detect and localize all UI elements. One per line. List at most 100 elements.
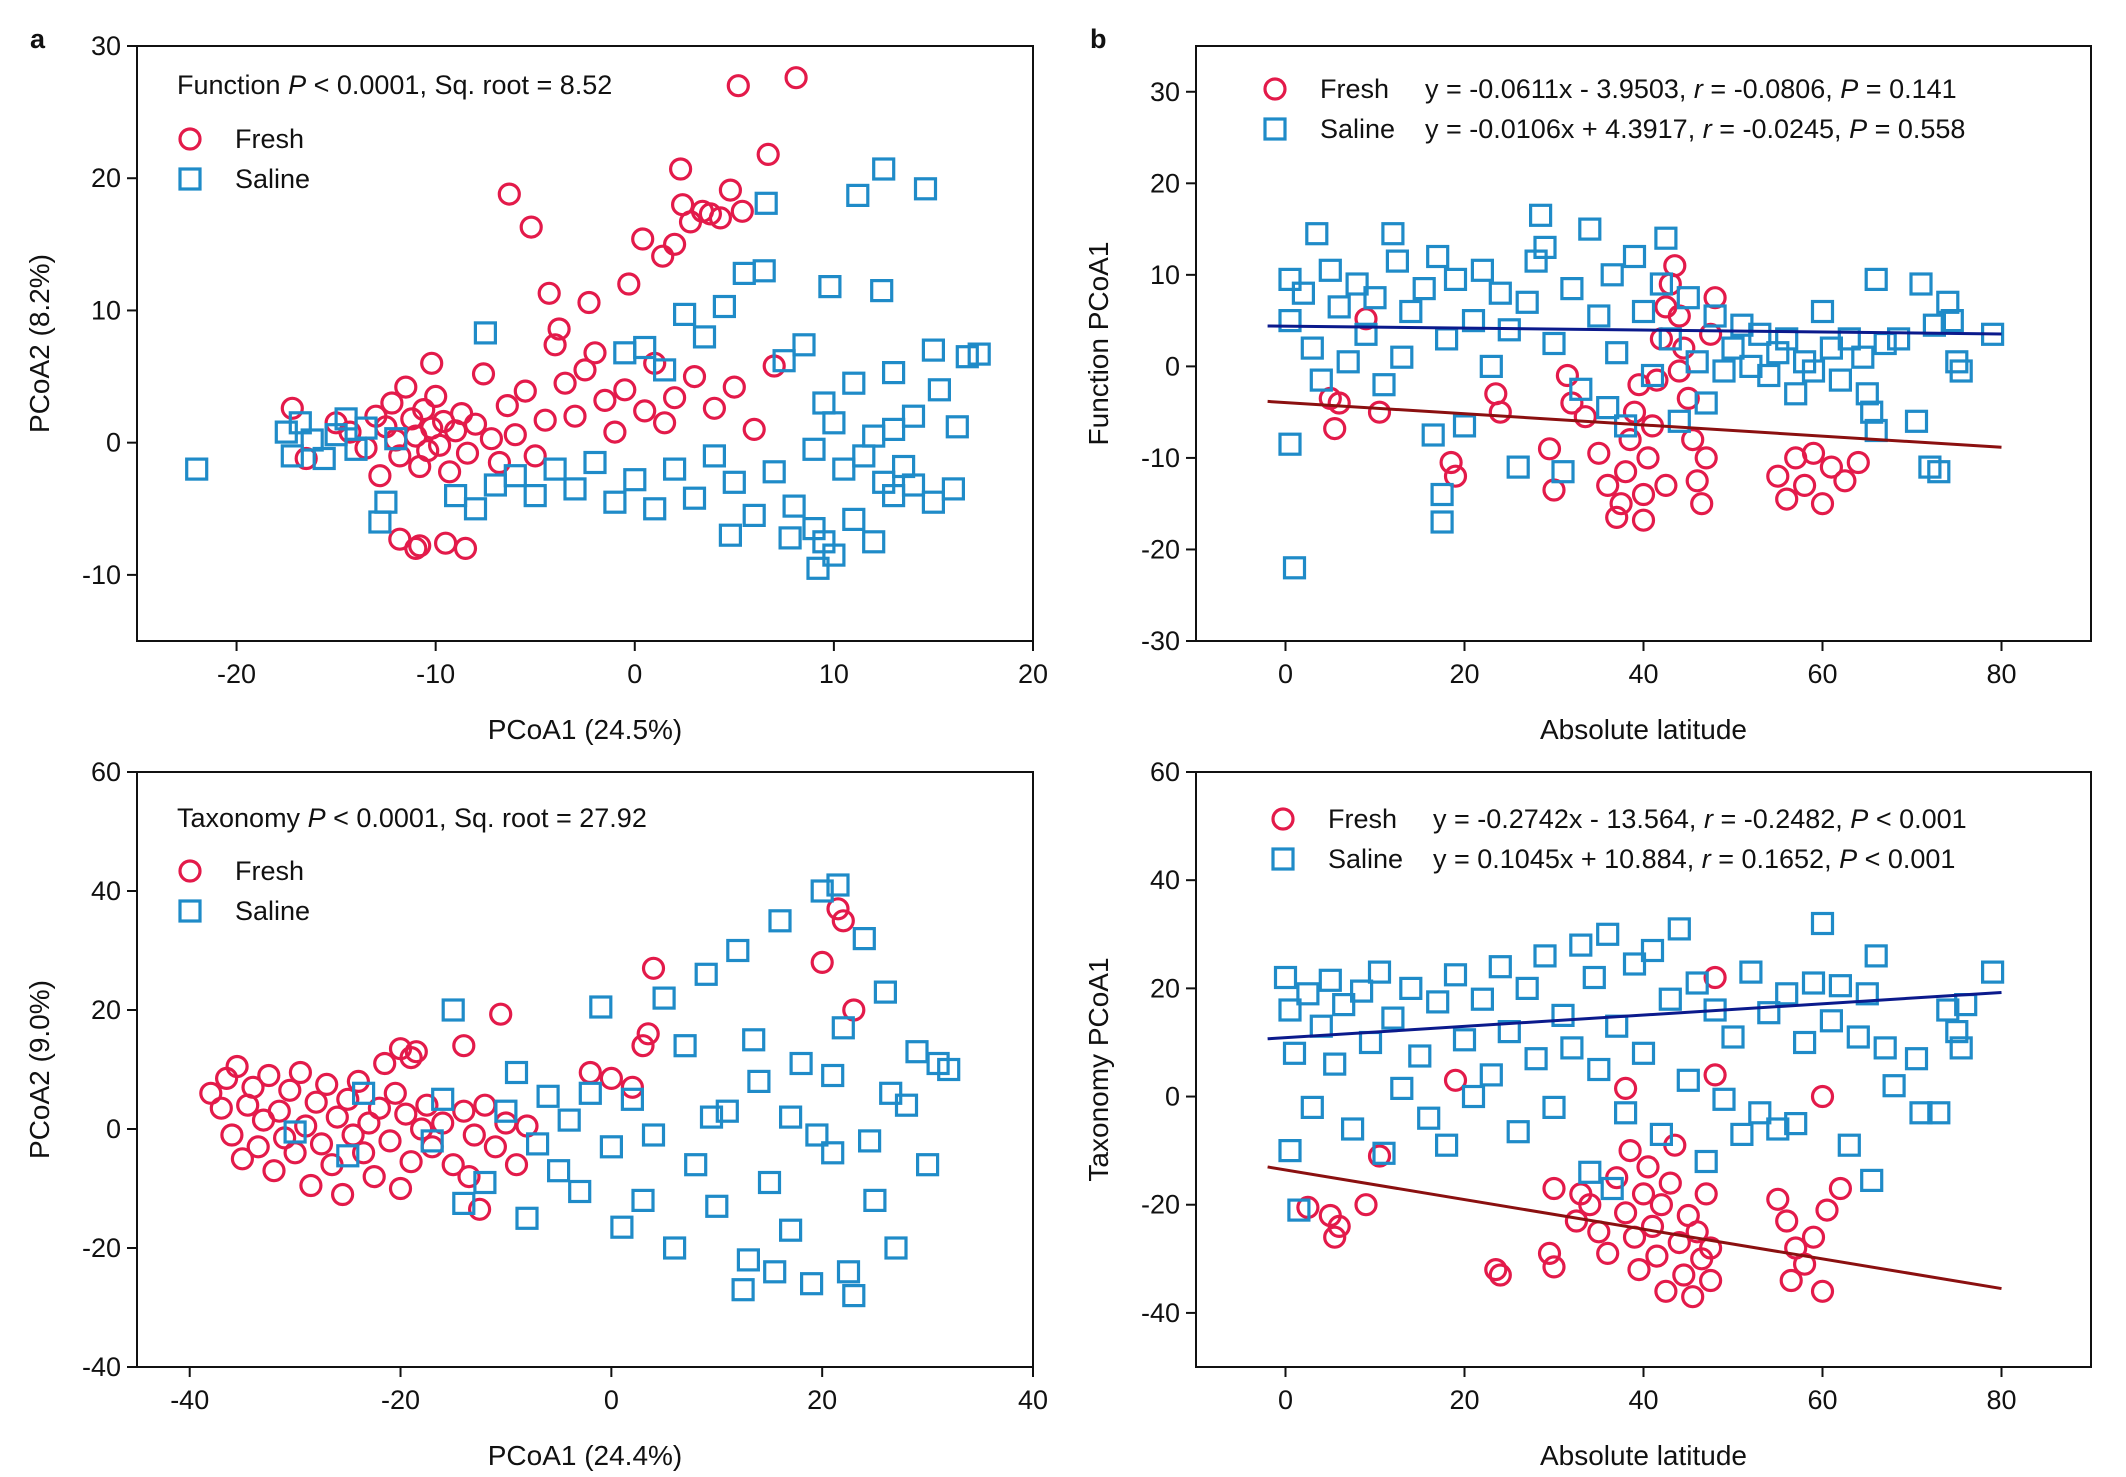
saline-point	[1367, 960, 1392, 984]
fresh-point	[1613, 1076, 1638, 1101]
fresh-point	[537, 281, 561, 305]
fresh-point	[262, 1159, 286, 1183]
fresh-point	[662, 232, 687, 256]
saline-point	[1412, 277, 1436, 301]
saline-point	[1291, 281, 1316, 305]
fresh-point	[428, 433, 452, 457]
saline-point	[1631, 299, 1656, 324]
fresh-point	[388, 1176, 413, 1201]
fresh-point	[1537, 1241, 1562, 1266]
saline-point	[699, 1105, 724, 1129]
saline-point	[1882, 1074, 1906, 1098]
fit-r-symbol: r	[1704, 804, 1714, 834]
saline-point	[1305, 222, 1329, 246]
fresh-point	[1587, 441, 1611, 465]
fresh-point	[1631, 1182, 1656, 1206]
saline-point	[718, 523, 743, 547]
saline-point	[515, 1206, 539, 1230]
fresh-point	[1443, 1068, 1468, 1092]
series-fresh	[280, 66, 808, 561]
fresh-point	[257, 1063, 281, 1088]
fresh-point	[220, 1123, 244, 1147]
saline-point	[862, 530, 886, 554]
y-tick-label: -10	[82, 560, 121, 590]
saline-point	[523, 484, 547, 508]
x-tick-label: 0	[604, 1385, 619, 1415]
panel-letter: b	[1090, 24, 1107, 54]
fresh-point	[636, 1022, 660, 1046]
data-points	[199, 873, 961, 1308]
fresh-point	[487, 450, 511, 475]
saline-point	[1801, 359, 1826, 383]
saline-point	[1421, 423, 1445, 447]
fresh-point	[573, 358, 597, 382]
saline-point	[473, 1170, 497, 1195]
fresh-point	[246, 1135, 270, 1159]
saline-point	[872, 470, 896, 494]
chart-tax-pcoa: -40 -20 0 20 40 -40 -20 0 20 40 60 PCoA1 (24.4%) PCo…	[24, 757, 1048, 1471]
saline-point	[802, 437, 826, 461]
fresh-point	[267, 1099, 291, 1123]
y-tick-label: 40	[1150, 865, 1180, 895]
fresh-point	[1685, 1220, 1709, 1244]
saline-point	[842, 1283, 866, 1308]
saline-point	[504, 1060, 529, 1085]
saline-point	[1775, 327, 1799, 351]
fit-p-value: < 0.001	[1857, 844, 1955, 874]
saline-point	[1278, 432, 1302, 456]
saline-point	[1605, 1014, 1629, 1038]
saline-point	[1712, 1087, 1736, 1111]
x-tick-label: -40	[170, 1385, 209, 1415]
saline-point	[1479, 1063, 1503, 1087]
saline-point	[879, 1081, 903, 1105]
saline-point	[826, 873, 850, 897]
y-tick-label: 20	[91, 995, 121, 1025]
plot-frame	[136, 45, 1034, 642]
saline-point	[805, 1123, 829, 1147]
saline-point	[1560, 277, 1584, 301]
saline-point	[1649, 272, 1674, 296]
fit-p-value: = 0.141	[1858, 74, 1956, 104]
fresh-point	[450, 402, 474, 426]
saline-point	[1860, 1168, 1884, 1193]
saline-point	[822, 411, 846, 435]
saline-point	[610, 1215, 634, 1239]
saline-point	[915, 1153, 940, 1177]
x-tick-label: 40	[1018, 1385, 1048, 1415]
fresh-point	[1698, 322, 1723, 346]
stat-suffix: < 0.0001, Sq. root = 8.52	[314, 70, 613, 100]
y-tick-label: -10	[1141, 443, 1180, 473]
fresh-point	[1542, 1176, 1566, 1201]
fresh-point	[504, 1153, 529, 1177]
x-tick-label: -10	[416, 659, 455, 689]
fresh-point	[810, 950, 834, 975]
fresh-point	[1327, 1214, 1351, 1239]
fresh-point	[388, 1037, 413, 1061]
y-tick-label: 30	[1150, 77, 1180, 107]
saline-point	[1757, 1001, 1781, 1025]
saline-point	[1837, 327, 1861, 351]
fresh-point	[563, 404, 587, 428]
saline-point	[420, 1129, 444, 1153]
saline-point	[1904, 1047, 1929, 1071]
fresh-point	[331, 1182, 355, 1207]
fresh-point	[489, 1002, 513, 1026]
fresh-point	[503, 423, 527, 447]
fresh-point	[412, 398, 436, 422]
y-tick-label: 10	[1150, 260, 1180, 290]
saline-point	[1278, 998, 1302, 1022]
saline-point	[1748, 322, 1772, 346]
saline-point	[941, 477, 966, 501]
fit-r-value: = -0.0245,	[1712, 114, 1849, 144]
fresh-point	[756, 142, 780, 166]
fresh-point	[1819, 455, 1844, 479]
saline-point	[1470, 987, 1495, 1011]
fresh-point	[420, 351, 444, 375]
saline-point	[563, 477, 587, 501]
saline-point	[967, 342, 991, 366]
saline-point	[1278, 309, 1302, 333]
fresh-point	[497, 182, 521, 206]
fresh-point	[1578, 1193, 1602, 1217]
fresh-point	[1645, 1244, 1669, 1268]
